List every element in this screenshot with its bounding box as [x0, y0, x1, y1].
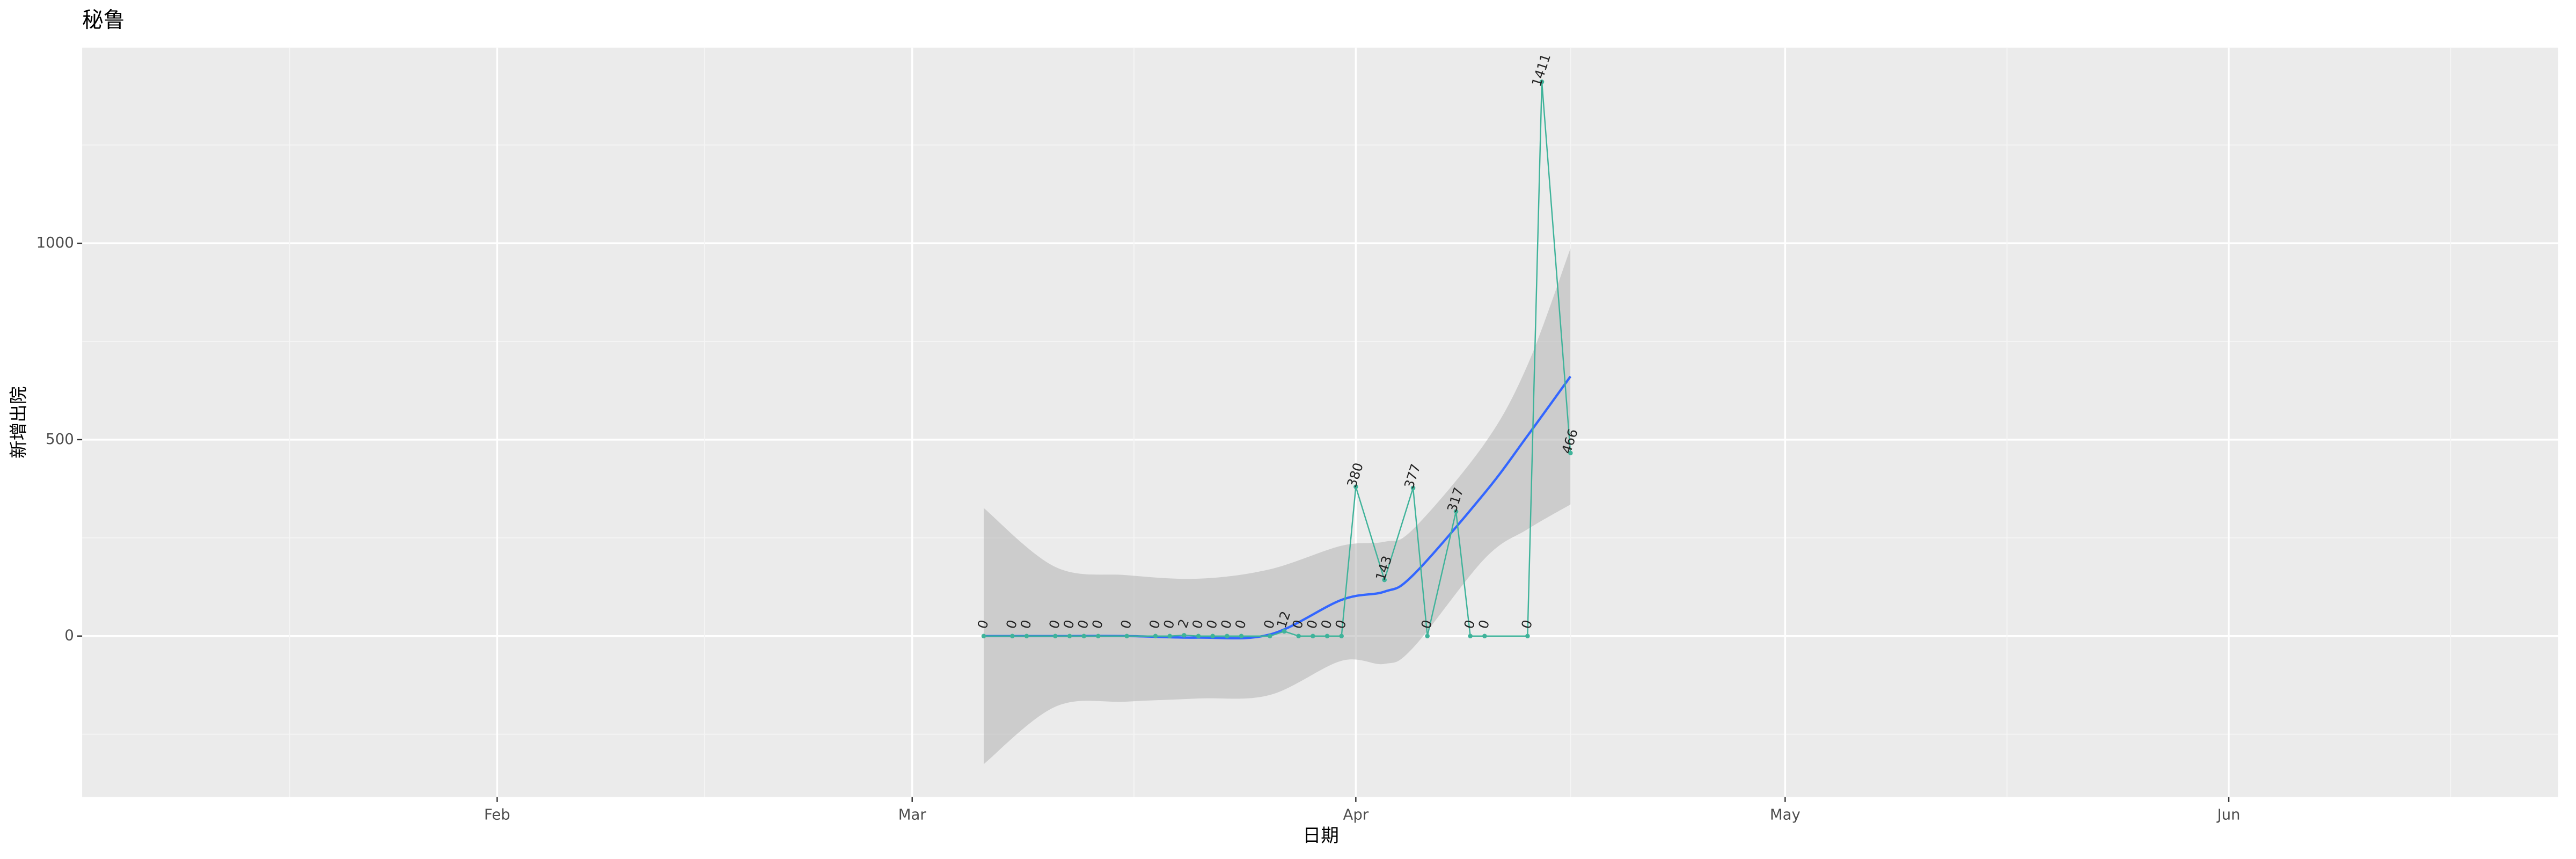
x-axis-title: 日期: [1303, 825, 1339, 846]
data-point: [1468, 634, 1473, 639]
data-label: 0: [1060, 618, 1077, 631]
data-point: [1096, 634, 1101, 639]
data-label: 0: [1261, 618, 1278, 631]
x-tick-label: Feb: [484, 806, 510, 823]
data-label: 0: [1318, 618, 1335, 631]
data-point: [1268, 634, 1272, 639]
data-point: [1324, 634, 1330, 639]
y-axis-title: 新增出院: [8, 386, 29, 458]
x-tick-label: Apr: [1343, 806, 1369, 823]
data-point: [1482, 634, 1487, 639]
chart-title: 秘鲁: [82, 8, 125, 32]
data-point: [1239, 634, 1244, 639]
data-point: [1153, 634, 1158, 639]
data-label: 0: [1089, 618, 1106, 631]
data-label: 0: [974, 618, 991, 631]
data-point: [1453, 509, 1459, 514]
data-point: [1053, 634, 1058, 639]
data-point: [1010, 634, 1015, 639]
data-label: 0: [1461, 618, 1478, 631]
data-label: 0: [1203, 618, 1220, 631]
data-point: [1311, 634, 1315, 639]
data-point: [1167, 634, 1172, 639]
data-point: [1296, 634, 1301, 639]
x-tick-label: Jun: [2216, 806, 2240, 823]
data-point: [1539, 79, 1545, 84]
data-label: 0: [1146, 618, 1163, 631]
data-point: [1339, 634, 1344, 639]
data-point: [1067, 634, 1072, 639]
data-label: 0: [1518, 618, 1535, 631]
y-tick-label: 1000: [36, 234, 74, 251]
data-point: [1410, 485, 1416, 491]
y-tick-label: 500: [46, 431, 74, 448]
data-point: [1182, 632, 1187, 638]
data-point: [1024, 634, 1029, 639]
data-point: [1382, 577, 1387, 583]
x-tick-label: May: [1770, 806, 1801, 823]
data-label: 2: [1175, 617, 1192, 630]
data-point: [1568, 450, 1573, 456]
data-point: [1525, 634, 1530, 639]
data-point: [1081, 634, 1086, 639]
data-point: [1196, 634, 1201, 639]
x-tick-label: Mar: [898, 806, 927, 823]
data-point: [1282, 629, 1287, 634]
data-label: 0: [1232, 618, 1249, 631]
data-point: [1353, 484, 1358, 489]
data-label: 0: [1003, 618, 1020, 631]
data-point: [1225, 634, 1230, 639]
data-point: [1210, 634, 1215, 639]
y-tick-label: 0: [64, 627, 74, 644]
panel: [82, 47, 2558, 797]
data-point: [981, 634, 986, 639]
data-label: 0: [1289, 618, 1306, 631]
data-point: [1124, 634, 1129, 639]
data-label: 0: [1117, 618, 1135, 631]
data-point: [1425, 634, 1430, 639]
